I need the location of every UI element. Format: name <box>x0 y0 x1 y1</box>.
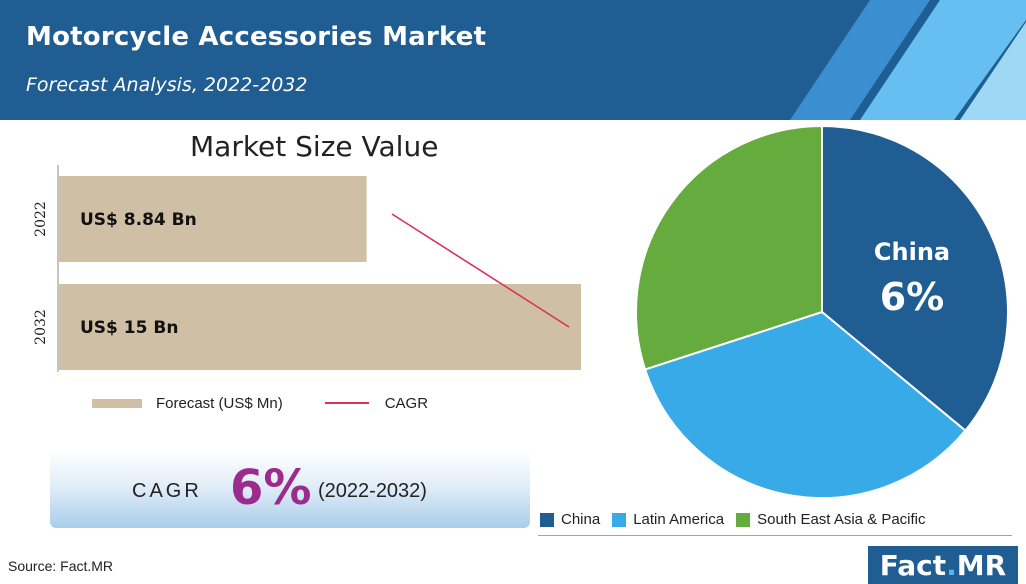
page-title: Motorcycle Accessories Market <box>26 22 487 52</box>
pie-legend-item-latin-america: Latin America <box>612 511 724 528</box>
cagr-period: (2022-2032) <box>318 480 427 502</box>
pie-legend-label-china: China <box>561 511 601 528</box>
cagr-swatch <box>324 402 369 404</box>
legend-forecast-label: Forecast (US$ Mn) <box>156 394 283 412</box>
bar-chart-title: Market Size Value <box>190 130 439 163</box>
cagr-summary-box: CAGR 6% (2022-2032) <box>50 450 530 528</box>
forecast-swatch <box>92 398 142 408</box>
logo-text-left: Fact <box>879 548 947 582</box>
pie-legend-label-south-east-asia-pacific: South East Asia & Pacific <box>757 511 926 528</box>
pie-legend-label-latin-america: Latin America <box>633 511 725 528</box>
factmr-logo: Fact. MR <box>868 546 1018 584</box>
header-banner: Motorcycle Accessories Market Forecast A… <box>0 0 1026 120</box>
pie-chart: China 6% <box>635 124 1009 499</box>
pie-slice-latin-america <box>643 310 967 499</box>
legend-item-forecast: Forecast (US$ Mn) <box>92 395 283 412</box>
cagr-label: CAGR <box>132 480 202 502</box>
bar-value-label-2032: US$ 15 Bn <box>80 318 178 338</box>
pie-legend-item-china: China <box>540 511 600 528</box>
pie-highlight-label: China <box>874 238 950 266</box>
pie-legend-swatch-south-east-asia-pacific <box>736 512 751 527</box>
page-subtitle: Forecast Analysis, 2022-2032 <box>26 74 308 96</box>
pie-legend-swatch-china <box>540 512 554 527</box>
bar-2032 <box>59 284 581 370</box>
bar-chart-legend: Forecast (US$ Mn) CAGR <box>92 392 470 414</box>
legend-divider <box>538 535 1012 536</box>
pie-slice-china <box>821 124 1009 432</box>
legend-item-cagr: CAGR <box>324 394 429 412</box>
bar-chart: US$ 8.84 Bn 2022 US$ 15 Bn 2032 <box>33 165 581 372</box>
pie-chart-legend: China Latin America South East Asia & Paci… <box>540 511 938 528</box>
year-label-2032: 2032 <box>33 309 49 345</box>
year-label-2022: 2022 <box>33 201 49 237</box>
cagr-trend-line <box>391 213 570 328</box>
source-note: Source: Fact.MR <box>8 558 114 574</box>
logo-text-right: MR <box>956 548 1007 582</box>
header-background <box>0 0 1026 120</box>
bar-value-label-2022: US$ 8.84 Bn <box>80 210 197 230</box>
bar-2022 <box>59 176 367 262</box>
legend-cagr-label: CAGR <box>384 394 429 412</box>
pie-highlight-value: 6% <box>880 275 945 319</box>
pie-legend-swatch-latin-america <box>612 512 627 527</box>
pie-legend-item-south-east-asia-pacific: South East Asia & Pacific <box>736 511 926 528</box>
logo-dot: . <box>946 548 957 582</box>
cagr-value: 6% <box>230 460 312 516</box>
pie-slice-south-east-asia-pacific <box>635 124 823 371</box>
